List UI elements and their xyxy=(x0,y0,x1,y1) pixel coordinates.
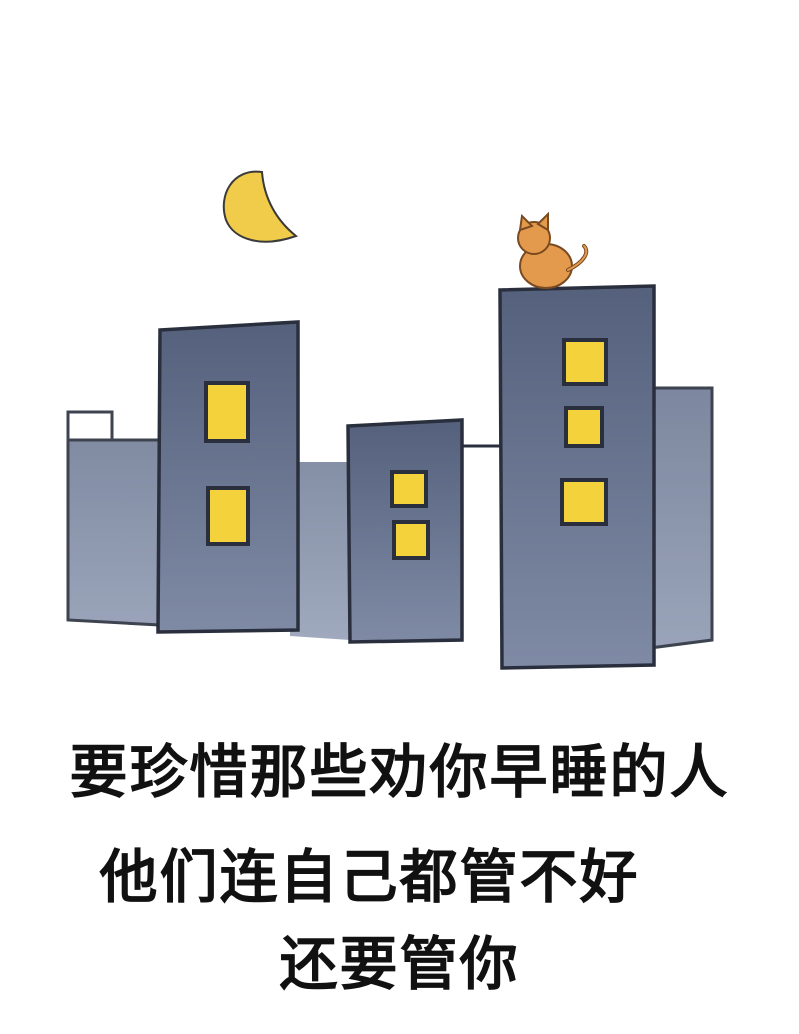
window xyxy=(564,406,604,448)
window xyxy=(204,381,250,443)
low-building-middle xyxy=(290,462,350,640)
cat-icon xyxy=(517,211,589,289)
building-right xyxy=(498,284,656,670)
low-building-left xyxy=(66,410,162,627)
caption-line-3: 还要管你 xyxy=(279,930,520,998)
caption-line-1: 要珍惜那些劝你早睡的人 xyxy=(69,738,730,806)
building-left xyxy=(156,320,300,634)
building-middle xyxy=(346,418,502,644)
window xyxy=(390,470,428,508)
window xyxy=(560,478,608,526)
window xyxy=(206,486,250,546)
background-buildings xyxy=(66,386,714,650)
night-city-illustration xyxy=(66,170,714,670)
low-building-right xyxy=(648,386,714,650)
crescent-moon-icon xyxy=(222,170,299,243)
caption-line-2: 他们连自己都管不好 xyxy=(99,843,640,911)
window xyxy=(562,338,608,386)
window xyxy=(392,520,430,560)
